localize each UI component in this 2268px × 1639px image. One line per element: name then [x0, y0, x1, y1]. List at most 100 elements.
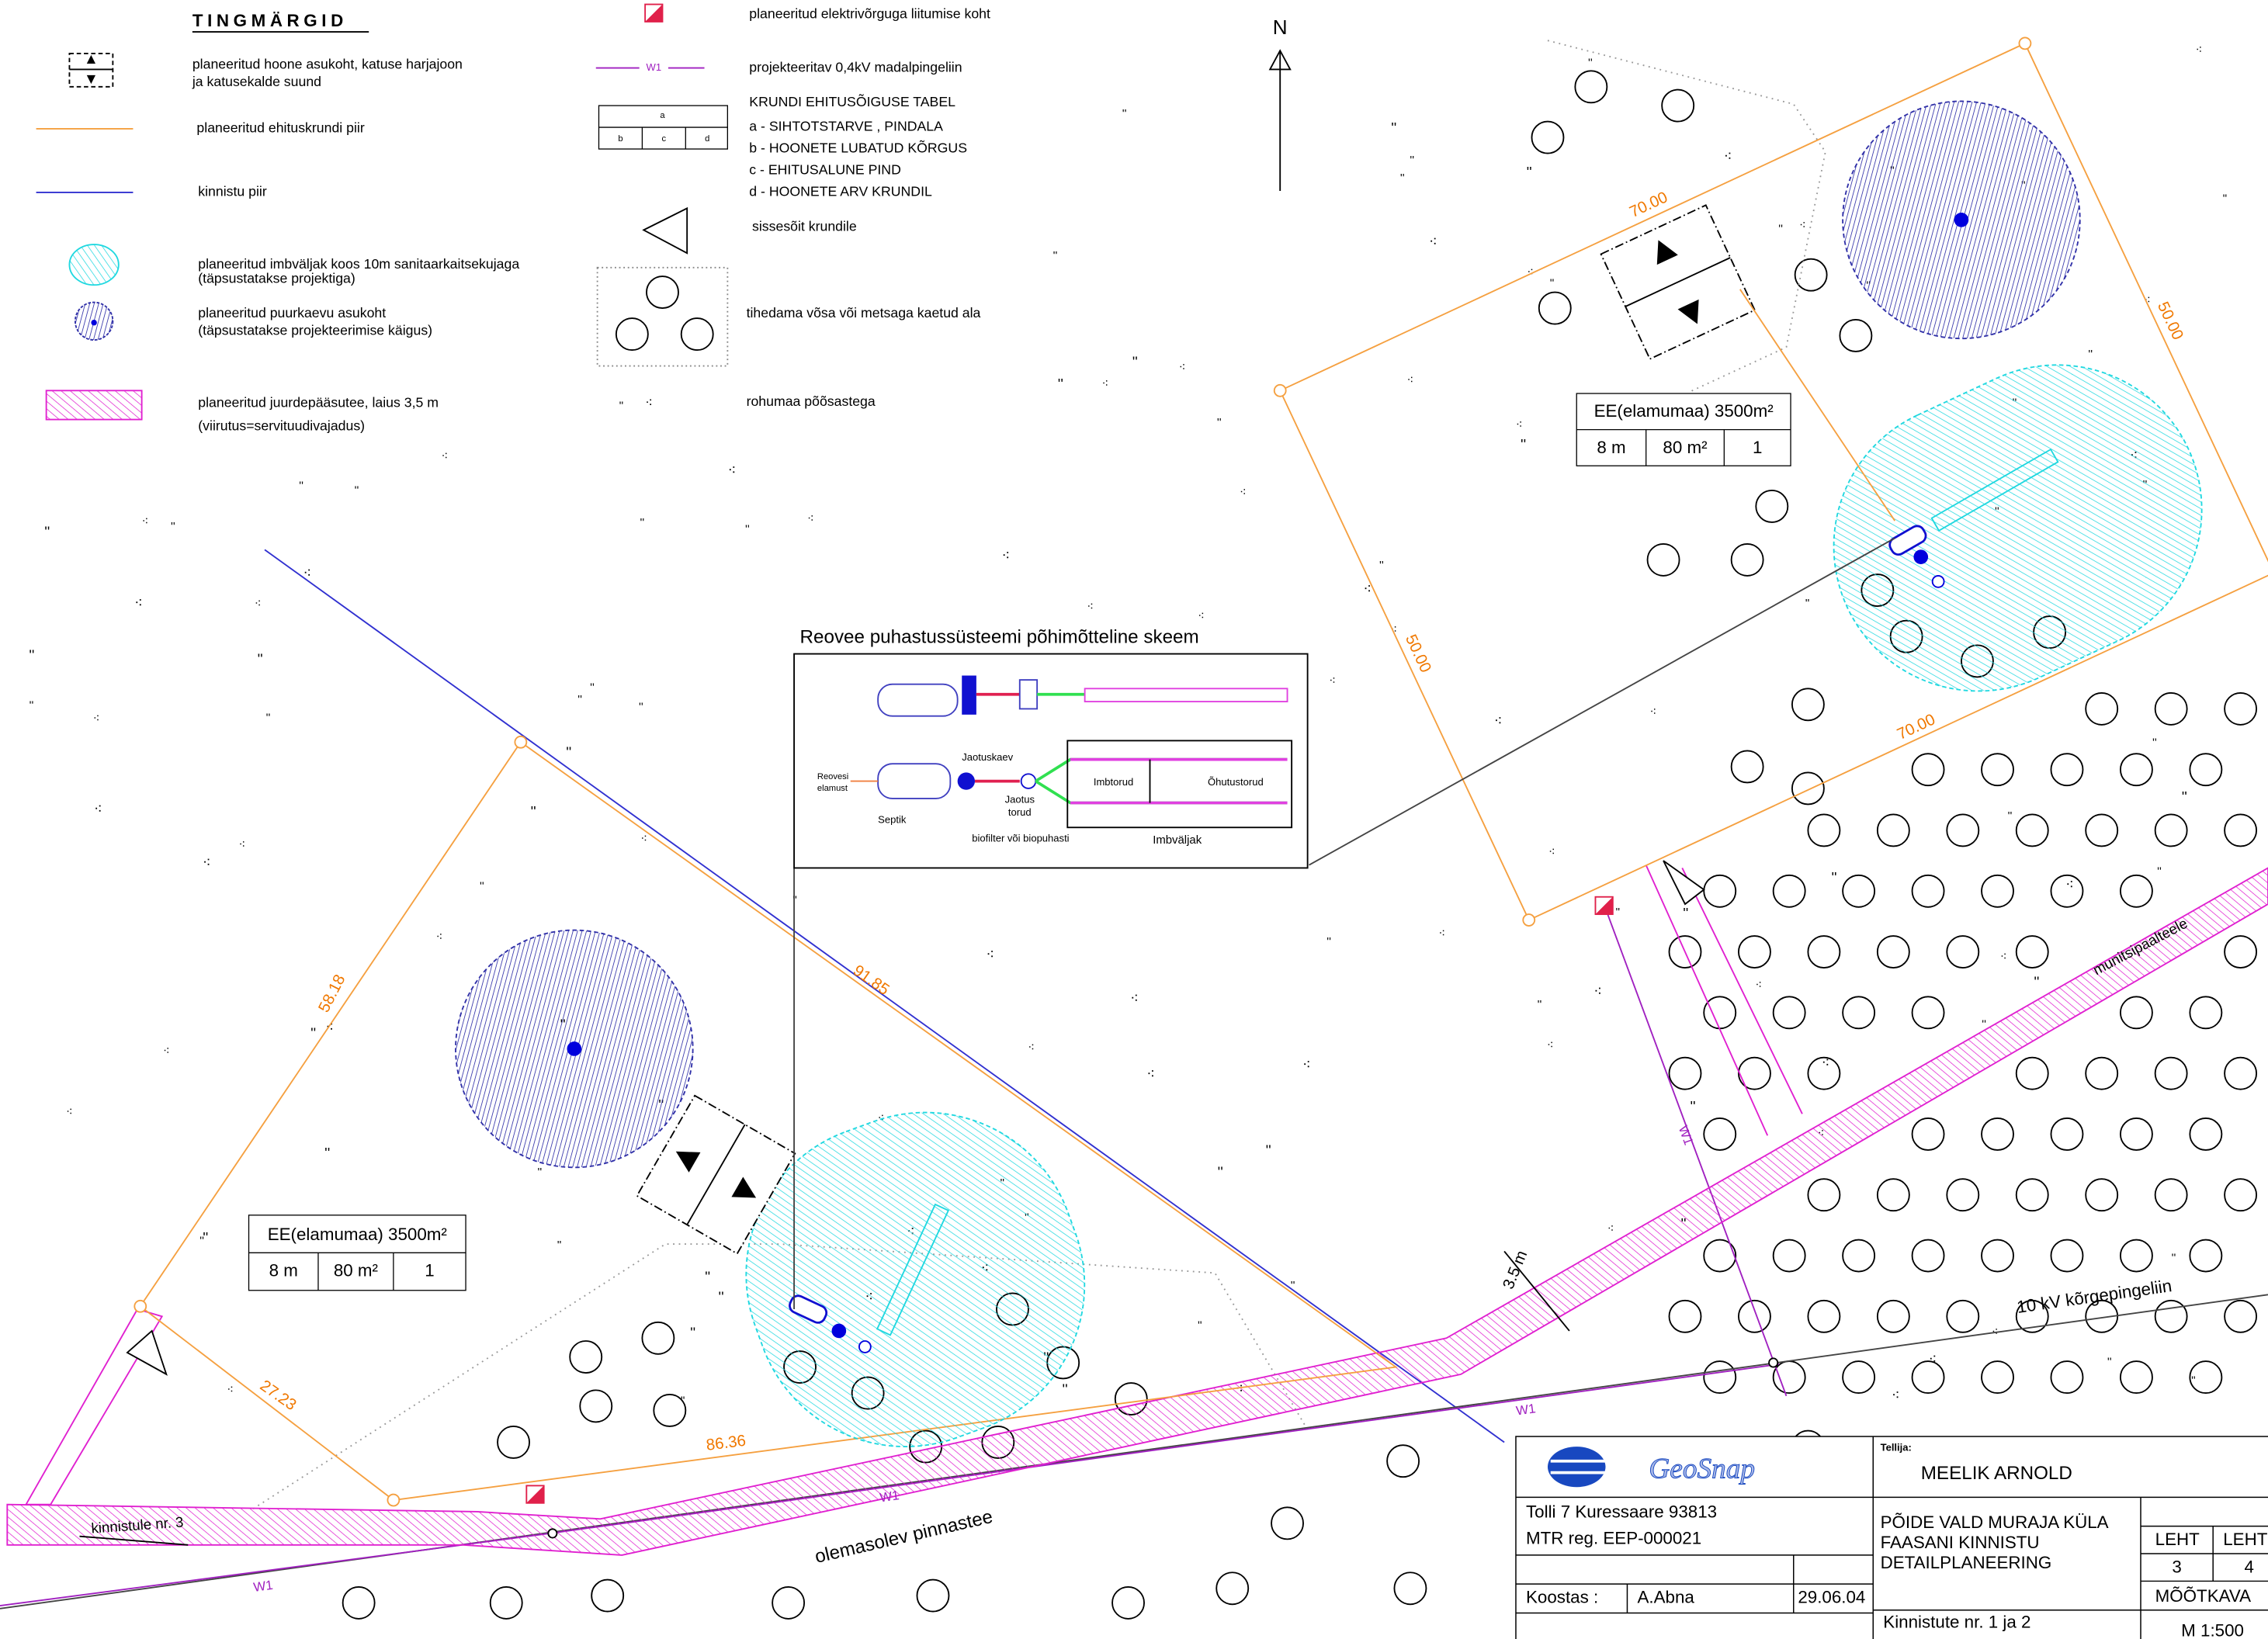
shrub: [2051, 754, 2082, 785]
shrub: [1670, 1058, 1701, 1090]
text: '': [619, 400, 624, 413]
label: a - SIHTOTSTARVE , PINDALA: [749, 119, 943, 134]
grass-mark: ⁖: [1438, 927, 1445, 940]
grass-mark: '': [1690, 1098, 1695, 1114]
grass-mark: ⁖: [1929, 1351, 1937, 1367]
shrub: [2225, 1058, 2256, 1090]
grass-mark: ⁖: [134, 594, 143, 611]
label: d - HOONETE ARV KRUNDIL: [749, 184, 932, 199]
grass-mark: '': [1805, 598, 1810, 610]
grass-mark: '': [2088, 348, 2093, 361]
grass-mark: '': [1527, 164, 1532, 180]
label: olemasolev pinnastee: [813, 1506, 994, 1568]
shrub: [1704, 875, 1736, 907]
label: Jaotuskaev: [962, 751, 1013, 763]
line: [1309, 538, 1895, 865]
grass-mark: '': [1831, 869, 1836, 885]
grass-mark: ⁖: [436, 931, 443, 944]
circle: [1769, 1358, 1777, 1367]
label: LEHT: [2155, 1530, 2200, 1549]
shrub: [1271, 1507, 1303, 1539]
shrub: [1792, 688, 1824, 720]
shrub: [580, 1390, 612, 1422]
circle: [134, 1301, 146, 1312]
grass-mark: ⁖: [255, 598, 262, 611]
shrub: [1947, 814, 1978, 846]
shrub: [570, 1341, 602, 1373]
label: c - EHITUSALUNE PIND: [749, 162, 901, 178]
shrub: [1387, 1445, 1419, 1477]
shrub: [1840, 320, 1871, 352]
grass-mark: ⁖: [142, 515, 149, 528]
shrub: [1575, 71, 1607, 102]
label: (täpsustatakse projektiga): [198, 270, 355, 286]
shrub: [2086, 693, 2117, 725]
label: Septik: [878, 813, 907, 825]
grass-mark: '': [44, 523, 50, 539]
label: 8 m: [1597, 438, 1625, 457]
path: [643, 208, 687, 253]
shrub: [1216, 1572, 1248, 1604]
shrub: [1732, 750, 1763, 782]
shrub: [2017, 936, 2048, 968]
shrub: [2051, 1118, 2082, 1150]
shrub: [1913, 996, 1944, 1028]
grass-mark: '': [531, 803, 536, 820]
grass-mark: '': [29, 700, 34, 712]
plan-drawing: '' '' '' '' ⁖ ⁖ ⁖ ⁖ '' ⁖ ⁖ '' '' ⁖ ⁖ '' '' ⁖ '' ⁖ ⁖ '' ⁖ '' '' ''…: [0, 0, 2268, 1639]
grass-mark: ⁖: [1329, 675, 1336, 688]
label: MEELIK ARNOLD: [1921, 1463, 2072, 1484]
circle: [91, 320, 96, 325]
grass-mark: ⁖: [986, 946, 994, 962]
grass-mark: '': [2107, 1356, 2112, 1368]
label: 80 m²: [334, 1260, 379, 1280]
label: planeeritud imbväljak koos 10m sanitaark…: [198, 256, 519, 272]
shrub: [2051, 1361, 2082, 1393]
shrub: [1112, 1587, 1144, 1619]
grass-mark: '': [690, 1324, 695, 1340]
grass-mark: '': [639, 702, 643, 714]
shrub: [1539, 293, 1571, 324]
grass-mark: ⁖: [2000, 951, 2007, 963]
grass-mark: '': [355, 485, 359, 497]
grass-mark: ⁖: [442, 451, 449, 463]
grass-mark: ⁖: [238, 839, 245, 851]
shrub: [1774, 875, 1805, 907]
shrub: [498, 1426, 529, 1458]
label: MÕÕTKAVA: [2155, 1586, 2251, 1606]
grass-mark: '': [1521, 436, 1526, 452]
shrub: [1756, 490, 1788, 522]
shrub: [1913, 1240, 1944, 1272]
grass-mark: '': [2152, 736, 2157, 749]
grass-mark: '': [1550, 278, 1555, 290]
grass-mark: ⁖: [1822, 1054, 1830, 1070]
grass-mark: '': [1391, 120, 1396, 136]
grass-mark: ⁖: [1892, 1387, 1900, 1403]
grass-mark: '': [792, 895, 797, 907]
shrub: [1648, 544, 1680, 576]
grass-mark: '': [1588, 57, 1593, 69]
grass-mark: ⁖: [1429, 233, 1437, 249]
circle: [515, 736, 526, 748]
rect: [878, 764, 950, 799]
shrub: [1878, 1301, 1909, 1332]
shrub: [1982, 754, 2013, 785]
grass-mark: ⁖: [728, 462, 737, 478]
label: 70.00: [1895, 710, 1938, 743]
label: W1: [1515, 1401, 1537, 1418]
shrub: [2017, 1058, 2048, 1090]
shrub: [2225, 1301, 2256, 1332]
label: MTR reg. EEP-000021: [1526, 1528, 1701, 1547]
label: torud: [1008, 806, 1032, 818]
grass-mark: ⁖: [1028, 1042, 1035, 1055]
grass-mark: '': [1122, 108, 1127, 120]
shrub: [2086, 1179, 2117, 1211]
label: Reovesi: [817, 772, 848, 781]
shrub: [2225, 936, 2256, 968]
label: planeeritud ehituskrundi piir: [196, 120, 364, 136]
rect: [47, 390, 142, 419]
shrub: [343, 1587, 375, 1619]
g: [1601, 205, 1755, 359]
ellipse: [1548, 1447, 1606, 1487]
rect: [598, 268, 728, 366]
